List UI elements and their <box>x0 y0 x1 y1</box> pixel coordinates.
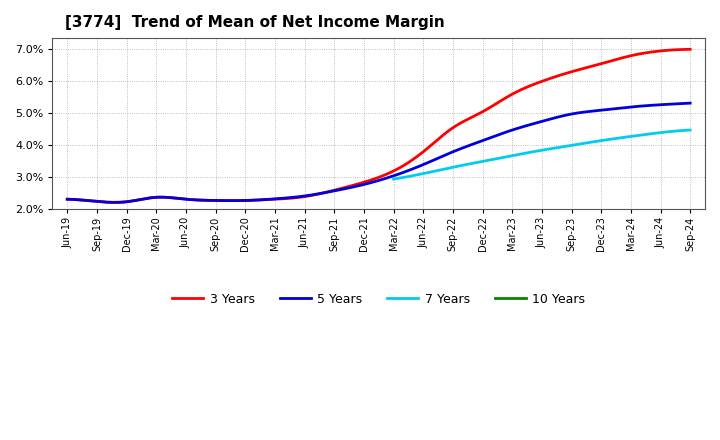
3 Years <box>629 52 638 58</box>
5 Years <box>436 154 444 160</box>
Legend: 3 Years, 5 Years, 7 Years, 10 Years: 3 Years, 5 Years, 7 Years, 10 Years <box>167 288 590 311</box>
Line: 5 Years: 5 Years <box>67 103 690 202</box>
7 Years <box>468 161 477 166</box>
7 Years <box>407 173 415 179</box>
7 Years <box>444 165 453 171</box>
5 Years <box>446 150 455 155</box>
7 Years <box>686 128 695 133</box>
7 Years <box>390 176 398 182</box>
3 Years <box>686 47 695 52</box>
3 Years <box>436 135 444 140</box>
5 Years <box>686 100 695 106</box>
5 Years <box>433 155 442 161</box>
3 Years <box>590 63 598 68</box>
7 Years <box>660 129 669 135</box>
3 Years <box>65 197 73 202</box>
3 Years <box>111 200 120 205</box>
Text: [3774]  Trend of Mean of Net Income Margin: [3774] Trend of Mean of Net Income Margi… <box>66 15 445 30</box>
7 Years <box>401 175 410 180</box>
5 Years <box>590 108 598 114</box>
7 Years <box>671 128 680 134</box>
5 Years <box>63 197 71 202</box>
5 Years <box>65 197 73 202</box>
5 Years <box>111 200 120 205</box>
3 Years <box>63 197 71 202</box>
5 Years <box>629 104 638 109</box>
3 Years <box>433 137 442 142</box>
Line: 3 Years: 3 Years <box>67 49 690 202</box>
3 Years <box>446 127 455 132</box>
Line: 7 Years: 7 Years <box>394 130 690 179</box>
